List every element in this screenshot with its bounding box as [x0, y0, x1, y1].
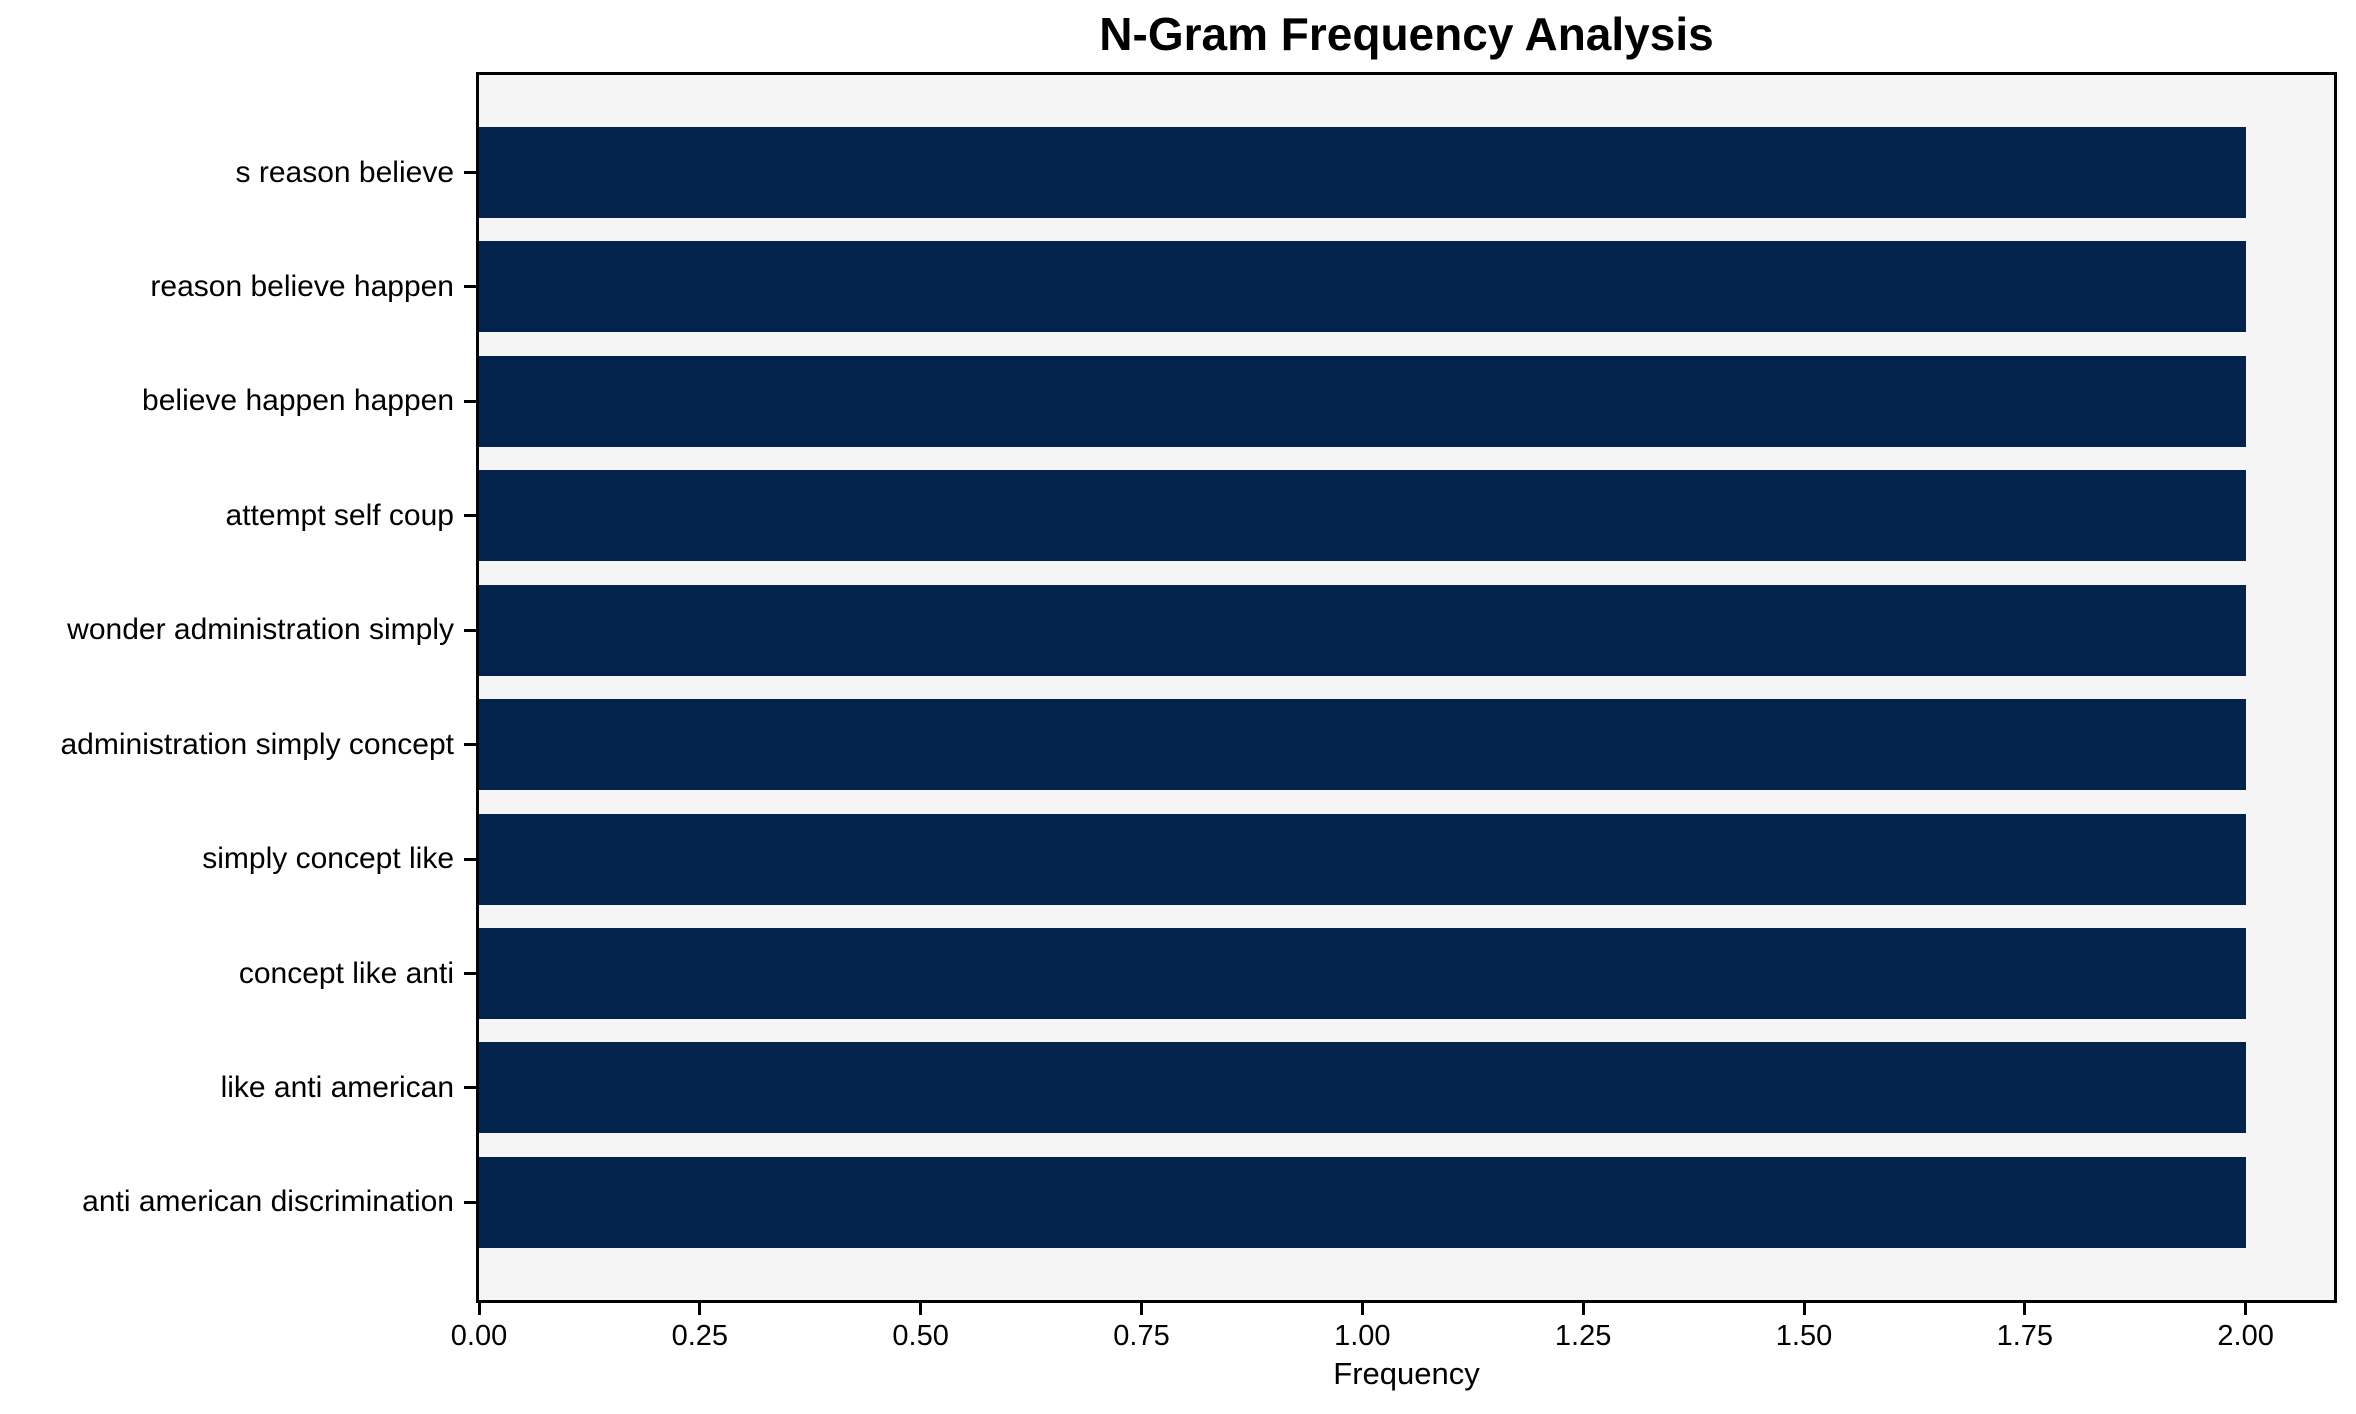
bar	[479, 928, 2246, 1019]
y-tick-mark	[464, 1200, 476, 1204]
x-tick-mark	[1140, 1302, 1143, 1315]
x-tick-label: 2.00	[2217, 1320, 2274, 1352]
x-tick-label: 0.00	[450, 1320, 508, 1352]
bar	[479, 699, 2246, 791]
x-tick-mark	[698, 1302, 702, 1315]
x-tick-label: 1.50	[1775, 1320, 1833, 1352]
y-tick-mark	[464, 628, 476, 632]
y-tick-label: simply concept like	[202, 842, 454, 876]
bar	[479, 1042, 2246, 1134]
y-tick-mark	[464, 171, 476, 174]
plot-area	[476, 72, 2337, 1303]
y-tick-label: concept like anti	[238, 956, 454, 990]
y-tick-label: s reason believe	[235, 155, 454, 189]
bar	[479, 1156, 2246, 1248]
y-tick-label: like anti american	[220, 1070, 454, 1104]
y-tick-mark	[464, 514, 476, 518]
bar	[479, 355, 2246, 447]
x-tick-label: 1.75	[1996, 1320, 2054, 1352]
y-tick-mark	[464, 399, 476, 403]
bar	[479, 813, 2246, 905]
y-tick-mark	[464, 743, 476, 747]
y-tick-mark	[464, 972, 476, 975]
y-tick-label: wonder administration simply	[67, 613, 454, 647]
x-tick-label: 0.75	[1113, 1320, 1170, 1352]
bar	[479, 241, 2246, 333]
x-tick-label: 1.00	[1334, 1320, 1391, 1352]
y-tick-label: believe happen happen	[142, 384, 454, 418]
chart-title: N-Gram Frequency Analysis	[1099, 8, 1714, 60]
y-tick-label: reason believe happen	[150, 269, 454, 303]
x-tick-mark	[2023, 1302, 2027, 1315]
x-tick-mark	[1802, 1302, 1806, 1315]
y-tick-label: anti american discrimination	[82, 1185, 454, 1219]
bar	[479, 470, 2246, 562]
x-tick-mark	[1360, 1302, 1364, 1315]
y-tick-label: administration simply concept	[60, 727, 454, 761]
x-tick-label: 0.25	[671, 1320, 729, 1352]
x-tick-mark	[2244, 1302, 2248, 1315]
y-tick-mark	[464, 285, 476, 289]
y-tick-mark	[464, 1086, 476, 1090]
x-tick-label: 0.50	[892, 1320, 949, 1352]
x-tick-mark	[1581, 1302, 1585, 1315]
x-tick-mark	[919, 1302, 923, 1315]
y-tick-mark	[464, 857, 476, 861]
x-tick-mark	[477, 1302, 481, 1315]
x-axis-label: Frequency	[1333, 1356, 1480, 1391]
bar	[479, 127, 2246, 218]
bar	[479, 584, 2246, 676]
y-tick-label: attempt self coup	[225, 498, 454, 532]
x-tick-label: 1.25	[1554, 1320, 1612, 1352]
